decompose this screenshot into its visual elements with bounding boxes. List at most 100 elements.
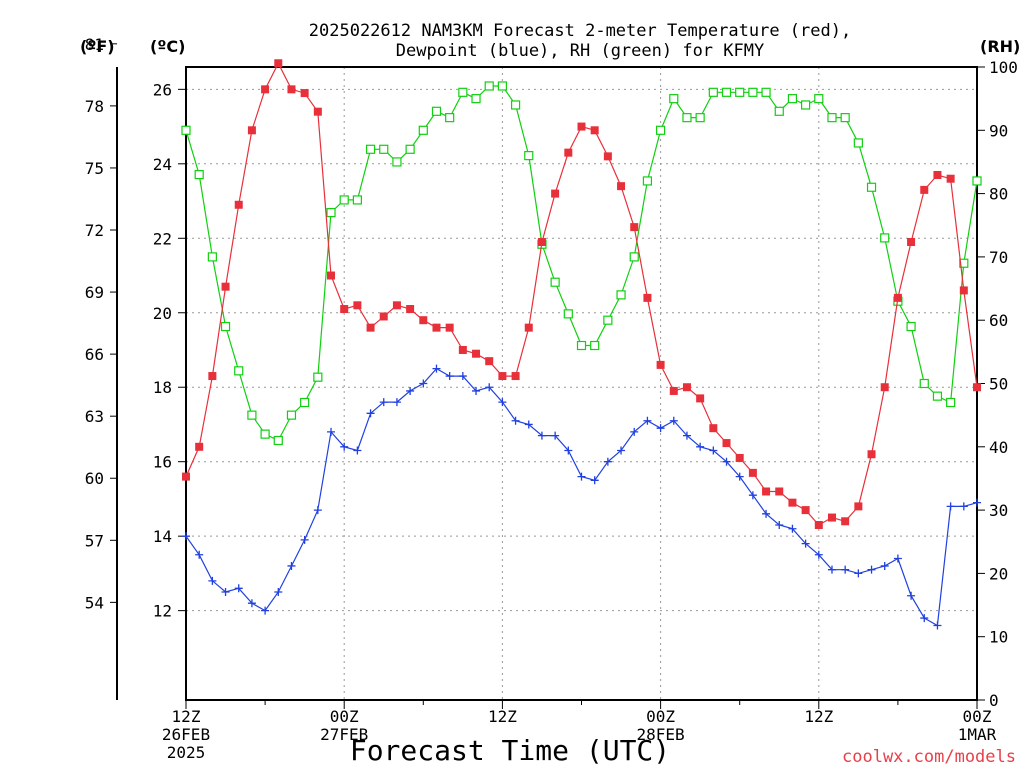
temperature-point <box>564 148 573 157</box>
temperature-point <box>340 305 349 314</box>
dewpoint-point <box>656 424 665 433</box>
rh-point <box>563 309 573 319</box>
dewpoint-point <box>643 416 652 425</box>
fahrenheit-tick-label: 75 <box>85 159 104 178</box>
dewpoint-point <box>247 599 256 608</box>
rh-point <box>405 144 415 154</box>
rh-point <box>629 252 639 262</box>
temperature-point <box>195 442 204 451</box>
dewpoint-point <box>472 386 481 395</box>
temperature-point <box>748 468 757 477</box>
temperature-point <box>617 182 626 191</box>
temperature-point <box>946 174 955 183</box>
rh-point <box>801 100 811 110</box>
celsius-tick-label: 26 <box>153 80 172 99</box>
rh-tick-label: 30 <box>989 501 1008 520</box>
temperature-point <box>247 126 256 135</box>
temperature-point <box>313 107 322 116</box>
temperature-point <box>959 286 968 295</box>
rh-point <box>708 87 718 97</box>
temperature-point <box>445 323 454 332</box>
rh-point <box>510 100 521 110</box>
rh-point <box>946 397 956 408</box>
temperature-point <box>722 439 731 448</box>
rh-point <box>445 113 455 123</box>
dewpoint-point <box>630 427 639 436</box>
celsius-tick-label: 20 <box>153 304 172 323</box>
rh-point <box>326 207 336 218</box>
rh-point <box>207 252 217 262</box>
temperature-point <box>274 59 283 68</box>
temperature-point <box>814 520 823 529</box>
temperature-point <box>287 85 296 94</box>
dewpoint-point <box>841 565 850 574</box>
temperature-point <box>366 323 375 332</box>
rh-point <box>590 340 600 351</box>
temperature-point <box>669 386 678 395</box>
temperature-point <box>261 85 270 94</box>
dewpoint-point <box>933 621 942 630</box>
rh-point <box>932 391 943 401</box>
dewpoint-point <box>814 550 823 559</box>
dewpoint-point <box>709 446 718 455</box>
dewpoint-point <box>946 502 955 511</box>
fahrenheit-tick-label: 63 <box>85 407 104 426</box>
temperature-point <box>973 383 981 392</box>
rh-point <box>906 321 916 332</box>
rh-point <box>300 397 310 408</box>
temperature-point <box>656 360 665 369</box>
rh-point <box>761 87 771 97</box>
rh-tick-label: 90 <box>989 121 1008 140</box>
dewpoint-point <box>748 491 757 500</box>
temperature-point <box>182 472 190 481</box>
dewpoint-point <box>788 524 797 533</box>
rh-point <box>735 87 745 97</box>
rh-point <box>471 94 481 104</box>
x-tick-label: 12Z <box>488 707 517 726</box>
dewpoint-point <box>366 409 375 418</box>
temperature-point <box>208 372 217 381</box>
fahrenheit-tick-label: 60 <box>85 469 104 488</box>
dewpoint-point <box>445 372 454 381</box>
rh-point <box>524 151 534 161</box>
temperature-point <box>551 189 560 198</box>
dewpoint-point <box>274 588 283 597</box>
dewpoint-point <box>419 379 428 388</box>
dewpoint-point <box>775 520 784 529</box>
dewpoint-point <box>340 442 349 451</box>
dewpoint-point <box>221 588 230 597</box>
dewpoint-point <box>880 561 889 570</box>
dewpoint-point <box>590 476 599 485</box>
dewpoint-point <box>406 386 415 395</box>
x-tick-label: 1MAR <box>958 725 997 744</box>
dewpoint-point <box>287 561 296 570</box>
rh-point <box>379 144 389 154</box>
temperature-point <box>234 200 243 209</box>
temperature-series-line <box>185 61 978 526</box>
temperature-point <box>682 383 691 392</box>
dewpoint-point <box>458 372 467 381</box>
temperature-point <box>524 323 533 332</box>
rh-point <box>959 258 969 268</box>
dewpoint-point <box>524 420 533 429</box>
temperature-point <box>775 487 784 496</box>
temperature-point <box>841 517 850 526</box>
fahrenheit-tick-label: 81 <box>85 35 104 54</box>
dewpoint-point <box>669 416 678 425</box>
temperature-point <box>762 487 771 496</box>
rh-point <box>220 321 231 332</box>
rh-point <box>484 81 494 91</box>
dewpoint-point <box>735 472 744 481</box>
fahrenheit-tick-label: 69 <box>85 283 104 302</box>
temperature-point <box>300 89 309 98</box>
rh-point <box>260 429 270 439</box>
temperature-point <box>603 152 612 161</box>
dewpoint-point <box>498 398 507 407</box>
x-tick-label: 00Z <box>963 707 992 726</box>
unit-fahrenheit-label: (ºF) <box>80 37 115 56</box>
rh-point <box>866 182 877 192</box>
rh-point <box>972 176 982 186</box>
rh-point <box>787 94 798 104</box>
rh-point <box>247 410 257 420</box>
